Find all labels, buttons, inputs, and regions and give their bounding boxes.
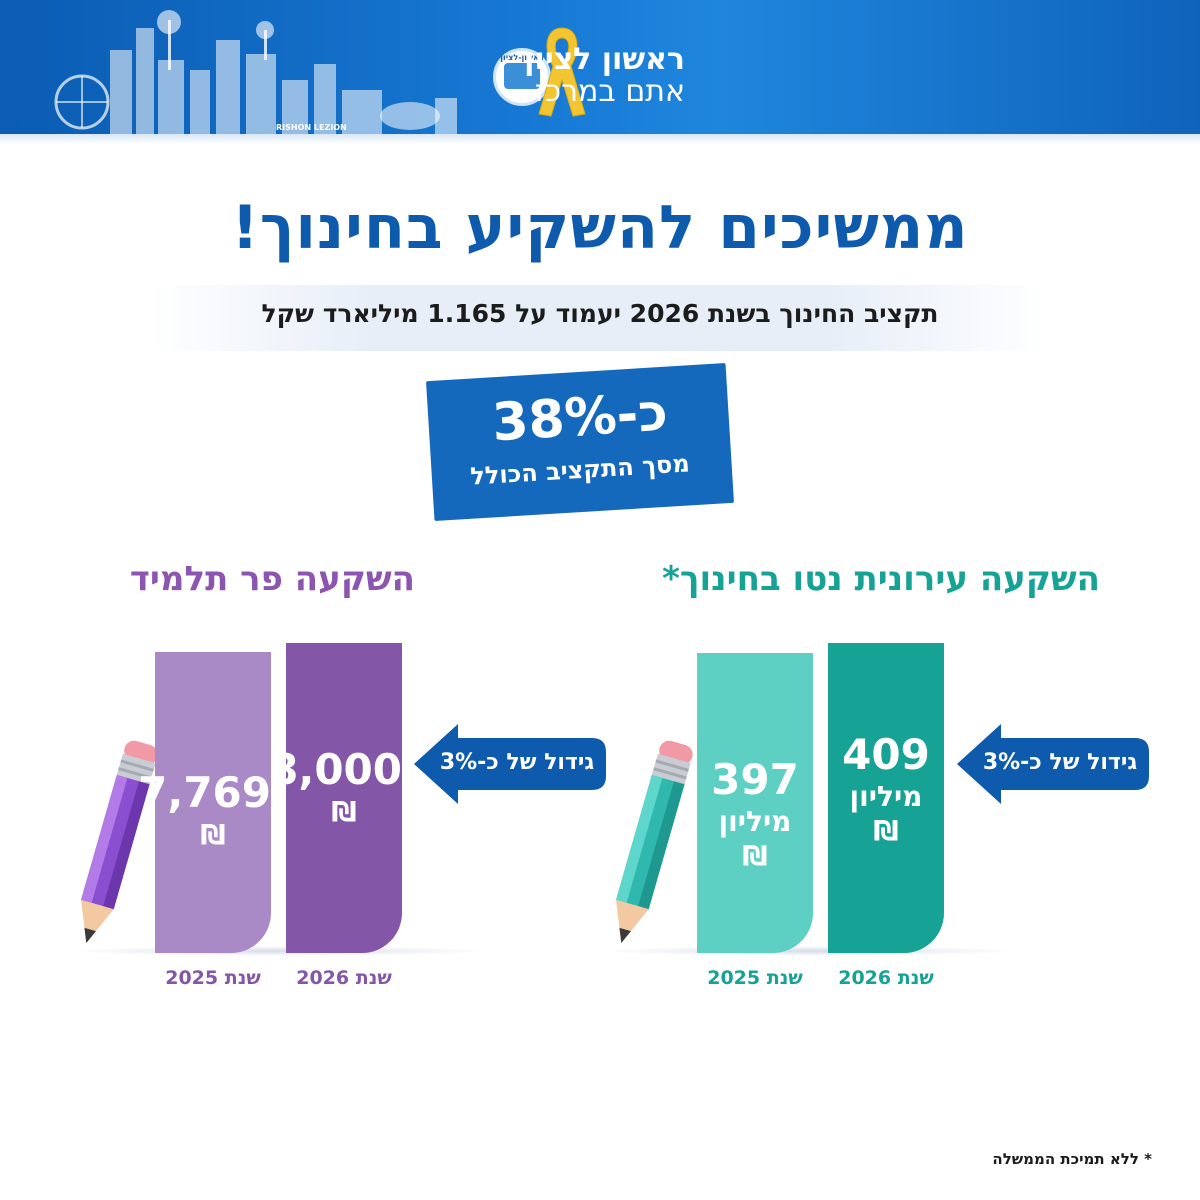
- city-skyline-illustration: RISHON LEZION: [54, 10, 457, 134]
- yellow-ribbon-icon: [538, 27, 586, 117]
- value-municipal-2026: 409: [842, 730, 930, 779]
- unit-municipal-2025: מיליון: [718, 805, 792, 838]
- city-seal-text: ראשון-לציון: [500, 53, 544, 62]
- header-banner: RISHON LEZION ראשון-לציון ראשון לציון את…: [0, 0, 1200, 134]
- subtitle-background: [150, 285, 1050, 351]
- chart-base-municipal: [600, 946, 1020, 956]
- bar-municipal-2026: [828, 643, 944, 953]
- bar-label-municipal-2025: 397 מיליון ₪: [697, 755, 813, 873]
- value-per-student-2026: 8,000: [269, 745, 402, 794]
- growth-label-per-student: גידול של כ-3%: [439, 750, 595, 775]
- bar-municipal-2025: [697, 653, 813, 953]
- currency-per-student-2026: ₪: [331, 795, 357, 828]
- pencil-purple-icon: [81, 740, 158, 943]
- growth-arrow-municipal-icon: [957, 724, 1149, 804]
- value-municipal-2025: 397: [711, 755, 799, 804]
- page-subtitle: תקציב החינוך בשנת 2026 יעמוד על 1.165 מי…: [261, 299, 939, 328]
- city-logo: ראשון-לציון ראשון לציון אתם במרכז: [485, 27, 685, 117]
- year-label-municipal-2025: שנת 2025: [707, 967, 803, 989]
- bar-label-municipal-2026: 409 מיליון ₪: [828, 730, 944, 848]
- logo-line-1: ראשון לציון: [524, 42, 685, 77]
- bar-label-per-student-2025: 7,769 ₪: [138, 768, 271, 852]
- bar-per-student-2025: [155, 652, 271, 953]
- pencil-teal-icon: [616, 740, 693, 943]
- skyline-city-name: RISHON LEZION: [276, 123, 347, 132]
- value-per-student-2025: 7,769: [138, 768, 271, 817]
- chart-title-municipal: השקעה עירונית נטו בחינוך*: [662, 559, 1100, 599]
- growth-arrow-per-student-icon: [414, 724, 606, 804]
- bar-per-student-2026: [286, 643, 402, 953]
- unit-municipal-2026: מיליון: [849, 780, 923, 813]
- city-seal-icon: ראשון-לציון: [493, 48, 551, 106]
- currency-municipal-2026: ₪: [873, 814, 899, 847]
- growth-label-municipal: גידול של כ-3%: [982, 750, 1138, 775]
- year-label-municipal-2026: שנת 2026: [838, 967, 934, 989]
- bar-label-per-student-2026: 8,000 ₪: [269, 745, 402, 829]
- year-label-per-student-2026: שנת 2026: [296, 967, 392, 989]
- footnote: * ללא תמיכת הממשלה: [992, 1150, 1152, 1168]
- logo-line-2: אתם במרכז: [534, 74, 685, 109]
- chart-base-per-student: [70, 946, 490, 956]
- page-title: ממשיכים להשקיע בחינוך!: [231, 193, 969, 263]
- currency-municipal-2025: ₪: [742, 839, 768, 872]
- chart-title-per-student: השקעה פר תלמיד: [129, 559, 415, 599]
- year-label-per-student-2025: שנת 2025: [165, 967, 261, 989]
- header-divider: [0, 134, 1200, 144]
- currency-per-student-2025: ₪: [200, 818, 226, 851]
